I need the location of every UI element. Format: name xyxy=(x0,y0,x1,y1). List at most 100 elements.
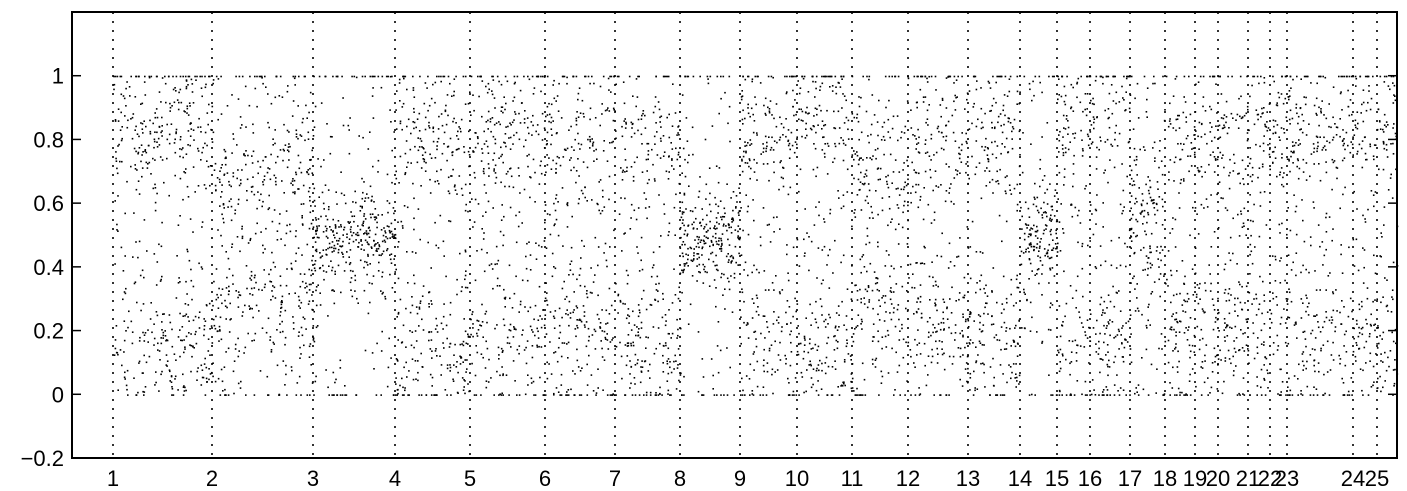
data-point xyxy=(794,99,796,101)
data-point xyxy=(856,325,859,327)
data-point xyxy=(1064,147,1067,149)
data-point xyxy=(503,96,505,98)
data-point xyxy=(916,354,918,356)
data-point xyxy=(822,75,825,78)
data-point xyxy=(764,337,766,339)
data-point xyxy=(295,230,297,232)
data-point xyxy=(738,187,740,189)
data-point xyxy=(823,320,825,323)
data-point xyxy=(186,250,189,253)
data-point xyxy=(1042,232,1045,235)
data-point xyxy=(373,245,376,247)
data-point xyxy=(634,394,637,396)
data-point xyxy=(352,232,355,234)
data-point xyxy=(236,177,238,180)
data-point xyxy=(953,75,956,78)
data-point xyxy=(440,374,442,376)
data-point xyxy=(823,124,825,127)
data-point xyxy=(485,121,488,123)
data-point xyxy=(782,166,784,169)
data-point xyxy=(443,143,445,145)
data-point xyxy=(930,222,933,224)
data-point xyxy=(168,194,170,197)
data-point xyxy=(462,389,465,391)
data-point xyxy=(549,311,552,313)
data-point xyxy=(754,330,757,333)
data-point xyxy=(985,302,987,304)
data-point xyxy=(153,146,155,149)
data-point xyxy=(707,78,709,80)
data-point xyxy=(505,145,507,148)
data-point xyxy=(137,391,139,394)
data-point xyxy=(253,339,255,342)
data-point xyxy=(1069,285,1072,287)
data-point xyxy=(975,140,978,142)
data-point xyxy=(887,118,890,121)
data-point xyxy=(1033,224,1035,227)
data-point xyxy=(877,213,879,216)
data-point xyxy=(816,367,818,370)
data-point xyxy=(749,394,751,396)
data-point xyxy=(523,122,526,124)
data-point xyxy=(753,120,756,122)
data-point xyxy=(858,138,860,141)
data-point xyxy=(307,138,310,140)
data-point xyxy=(117,120,120,122)
data-point xyxy=(340,245,343,248)
data-point xyxy=(449,220,452,223)
data-point xyxy=(126,180,128,183)
data-point xyxy=(1044,211,1047,213)
data-point xyxy=(737,264,739,266)
data-point xyxy=(1040,207,1042,210)
data-point xyxy=(225,251,227,253)
data-point xyxy=(498,394,500,396)
data-point xyxy=(810,128,813,131)
data-point xyxy=(125,287,127,290)
data-point xyxy=(149,119,151,122)
data-point xyxy=(582,192,584,195)
data-point xyxy=(765,147,768,150)
data-point xyxy=(529,306,532,309)
data-point xyxy=(352,270,354,273)
data-point xyxy=(502,349,504,352)
data-point xyxy=(329,135,332,138)
data-point xyxy=(770,75,773,78)
data-point xyxy=(1095,75,1098,78)
data-point xyxy=(368,236,371,238)
data-point xyxy=(814,81,817,83)
data-point xyxy=(696,228,698,230)
data-point xyxy=(751,317,754,319)
data-point xyxy=(630,344,633,347)
data-point xyxy=(1016,75,1019,78)
data-point xyxy=(673,206,676,209)
data-point xyxy=(768,179,770,182)
data-point xyxy=(361,75,364,78)
data-point xyxy=(585,292,588,295)
data-point xyxy=(662,354,664,357)
data-point xyxy=(273,174,276,177)
data-point xyxy=(1028,216,1031,218)
data-point xyxy=(519,300,522,303)
data-point xyxy=(182,394,185,396)
data-point xyxy=(850,380,852,383)
data-point xyxy=(762,386,765,388)
data-point xyxy=(624,197,626,200)
data-point xyxy=(325,271,328,273)
data-point xyxy=(434,221,436,224)
data-point xyxy=(721,244,723,246)
data-point xyxy=(686,75,688,78)
data-point xyxy=(494,182,497,184)
data-point xyxy=(207,165,210,168)
data-point xyxy=(731,217,734,219)
data-point xyxy=(808,236,810,238)
data-point xyxy=(763,370,765,373)
data-point xyxy=(961,143,963,146)
data-point xyxy=(310,158,312,161)
data-point xyxy=(542,309,544,311)
data-point xyxy=(630,136,633,138)
data-point xyxy=(851,377,854,380)
data-point xyxy=(566,82,568,85)
data-point xyxy=(465,342,468,345)
data-point xyxy=(634,353,637,356)
data-point xyxy=(294,191,296,193)
